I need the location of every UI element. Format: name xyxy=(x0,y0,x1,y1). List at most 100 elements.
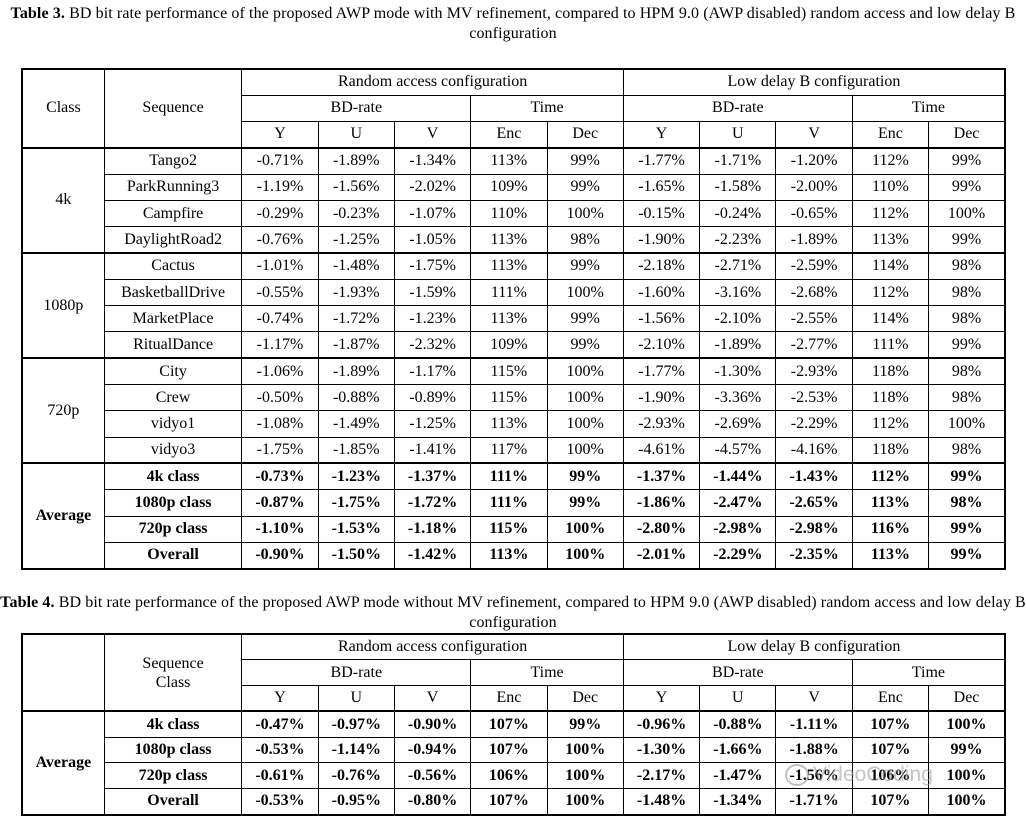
value-cell: -1.14% xyxy=(317,736,395,764)
table4-header-class: Class xyxy=(155,673,191,691)
value-cell: -1.56% xyxy=(775,762,853,790)
table3-header-ldb-y: Y xyxy=(622,121,701,149)
value-cell: -1.48% xyxy=(317,252,395,280)
value-cell: 116% xyxy=(851,515,930,543)
value-cell: -0.53% xyxy=(241,736,319,764)
table4-body: Average 4k class -0.47% -0.97% -0.90% 107% 99%… xyxy=(21,710,1006,816)
value-cell: -1.71% xyxy=(775,788,853,816)
value-cell: -1.37% xyxy=(622,462,701,491)
value-cell: -1.34% xyxy=(699,788,777,816)
value-cell: -1.53% xyxy=(317,515,395,543)
value-cell: -1.01% xyxy=(241,252,319,280)
sequence-cell: 720p class xyxy=(103,762,243,790)
table3-header-ra-v: V xyxy=(393,121,472,149)
value-cell: -1.06% xyxy=(241,357,319,386)
value-cell: 98% xyxy=(928,357,1006,386)
value-cell: 100% xyxy=(546,357,624,386)
value-cell: 109% xyxy=(470,173,548,201)
table3-header-ra-u: U xyxy=(317,121,395,149)
value-cell: 99% xyxy=(546,305,624,333)
value-cell: 113% xyxy=(851,541,930,570)
value-cell: -1.19% xyxy=(241,173,319,201)
value-cell: -0.73% xyxy=(241,462,319,491)
table-row: Average 4k class -0.73% -1.23% -1.37% 111% 99%… xyxy=(21,462,1006,570)
value-cell: 100% xyxy=(928,199,1006,228)
table4-caption: Table 4. BD bit rate performance of the … xyxy=(0,593,1026,633)
value-cell: -1.75% xyxy=(393,252,472,280)
value-cell: 99% xyxy=(546,710,624,738)
value-cell: -1.88% xyxy=(775,736,853,764)
table3-header-ra-time: Time xyxy=(470,94,624,123)
value-cell: -2.00% xyxy=(775,173,853,201)
value-cell: 118% xyxy=(851,384,930,412)
value-cell: 112% xyxy=(851,199,930,228)
value-cell: -2.01% xyxy=(622,541,701,570)
table4-header-ldb-enc: Enc xyxy=(851,685,930,712)
value-cell: -1.89% xyxy=(699,331,777,359)
value-cell: 98% xyxy=(928,305,1006,333)
value-cell: 100% xyxy=(546,788,624,816)
class-cell: Average xyxy=(21,462,105,570)
value-cell: 100% xyxy=(546,736,624,764)
table4-header-ldb-u: U xyxy=(699,685,777,712)
class-cell: 4k xyxy=(21,146,105,254)
value-cell: -2.69% xyxy=(699,410,777,438)
table3-header-ldb-bdrate: BD-rate xyxy=(622,94,853,123)
value-cell: 98% xyxy=(928,489,1006,517)
value-cell: 118% xyxy=(851,436,930,464)
sequence-cell: BasketballDrive xyxy=(103,278,243,307)
value-cell: -2.65% xyxy=(775,489,853,517)
table3-caption-label: Table 3. xyxy=(10,5,65,22)
sequence-cell: 4k class xyxy=(103,462,243,491)
value-cell: 99% xyxy=(928,515,1006,543)
table-row: MarketPlace -0.74% -1.72% -1.23% 113% 99% -1.5… xyxy=(22,305,1006,333)
value-cell: -2.18% xyxy=(622,252,701,280)
value-cell: -0.88% xyxy=(699,710,777,738)
value-cell: 99% xyxy=(546,146,624,175)
value-cell: 113% xyxy=(470,410,548,438)
value-cell: -0.95% xyxy=(317,788,395,816)
table3-header-ra-y: Y xyxy=(241,121,319,149)
value-cell: -2.93% xyxy=(775,357,853,386)
value-cell: 98% xyxy=(928,384,1006,412)
value-cell: 100% xyxy=(546,410,624,438)
value-cell: 106% xyxy=(470,762,548,790)
table-row: 4k Tango2 -0.71% -1.89% -1.34% 113% 99% -1.77% -… xyxy=(21,146,1006,254)
value-cell: -1.34% xyxy=(393,146,472,175)
value-cell: -1.50% xyxy=(317,541,395,570)
table4-header-ldb-dec: Dec xyxy=(928,685,1006,712)
value-cell: -3.16% xyxy=(699,278,777,307)
table3-caption-text: BD bit rate performance of the proposed … xyxy=(64,5,1016,42)
table4-header-ra-enc: Enc xyxy=(470,685,548,712)
value-cell: -1.30% xyxy=(622,736,701,764)
table3-header-class: Class xyxy=(21,68,105,149)
table-row: DaylightRoad2 -0.76% -1.25% -1.05% 113% 98% -1… xyxy=(22,226,1006,254)
value-cell: 99% xyxy=(928,736,1006,764)
value-cell: -1.18% xyxy=(393,515,472,543)
value-cell: 107% xyxy=(851,736,930,764)
sequence-cell: vidyo3 xyxy=(103,436,243,464)
value-cell: -0.89% xyxy=(393,384,472,412)
value-cell: -4.57% xyxy=(699,436,777,464)
value-cell: -2.29% xyxy=(699,541,777,570)
value-cell: 99% xyxy=(928,331,1006,359)
value-cell: 99% xyxy=(546,489,624,517)
value-cell: -2.55% xyxy=(775,305,853,333)
value-cell: 99% xyxy=(928,541,1006,570)
value-cell: 99% xyxy=(546,331,624,359)
value-cell: -0.23% xyxy=(317,199,395,228)
sequence-cell: 4k class xyxy=(103,710,243,738)
value-cell: 99% xyxy=(928,146,1006,175)
value-cell: -0.96% xyxy=(622,710,701,738)
table-row: 1080p Cactus -1.01% -1.48% -1.75% 113% 99% -2.1… xyxy=(21,252,1006,359)
value-cell: -0.90% xyxy=(241,541,319,570)
value-cell: 98% xyxy=(928,252,1006,280)
value-cell: -0.50% xyxy=(241,384,319,412)
table3-header-ldb-time: Time xyxy=(851,94,1006,123)
value-cell: -1.93% xyxy=(317,278,395,307)
value-cell: 107% xyxy=(470,736,548,764)
value-cell: 100% xyxy=(546,541,624,570)
sequence-cell: Overall xyxy=(103,788,243,816)
value-cell: -0.88% xyxy=(317,384,395,412)
value-cell: -1.25% xyxy=(393,410,472,438)
